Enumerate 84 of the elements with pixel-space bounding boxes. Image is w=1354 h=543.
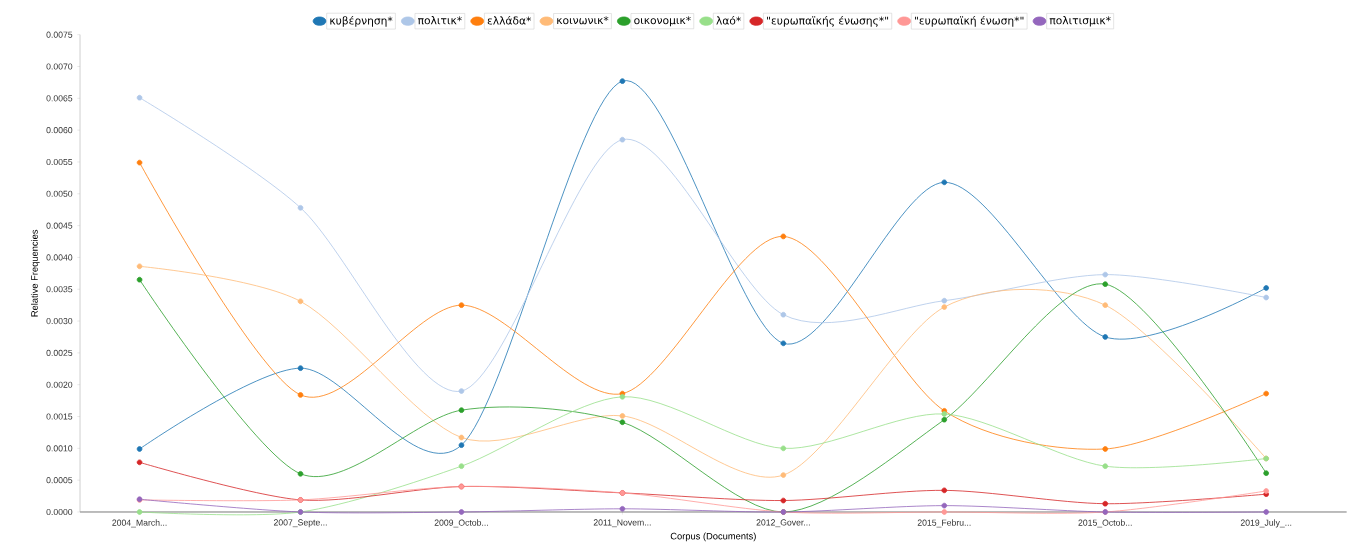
y-tick-label: 0.0005 <box>46 477 73 484</box>
y-tick-label: 0.0040 <box>46 254 73 261</box>
legend-label: πολιτικ* <box>418 16 462 25</box>
x-tick-label: 2012_Gover... <box>756 519 810 528</box>
y-tick-label: 0.0070 <box>46 63 73 70</box>
point <box>1102 281 1109 287</box>
y-tick-label: 0.0060 <box>46 127 73 134</box>
point <box>136 263 143 270</box>
point <box>297 392 304 398</box>
point <box>136 446 143 452</box>
legend-label: "ευρωπαϊκής ένωσης*" <box>767 15 889 27</box>
point <box>941 509 948 515</box>
point <box>1102 334 1109 340</box>
y-tick-label: 0.0055 <box>46 158 73 166</box>
point <box>941 502 948 509</box>
point <box>136 94 143 101</box>
point <box>1102 271 1109 278</box>
point <box>1102 463 1109 469</box>
x-tick-label: 2011_Novem... <box>593 519 651 528</box>
y-tick-label: 0.0075 <box>46 31 73 38</box>
point <box>1263 294 1269 301</box>
point <box>136 276 143 283</box>
y-tick-label: 0.0045 <box>46 222 73 229</box>
point <box>1263 470 1269 476</box>
point <box>297 298 304 305</box>
point <box>136 509 143 515</box>
point <box>458 509 465 515</box>
x-tick-label: 2015_Octob... <box>1078 519 1132 528</box>
point <box>780 445 787 452</box>
point <box>458 442 465 448</box>
point <box>1102 446 1109 452</box>
point <box>458 407 465 413</box>
point <box>780 497 787 504</box>
y-tick-label: 0.0015 <box>46 413 73 420</box>
legend-label: ελλάδα* <box>487 15 532 25</box>
point <box>1263 285 1269 291</box>
point <box>297 471 304 477</box>
y-axis-title: Relative Frequencies <box>30 229 40 317</box>
point <box>780 311 787 318</box>
x-axis-title: Corpus (Documents) <box>670 532 756 542</box>
legend-label: κυβέρνηση* <box>330 15 393 27</box>
point <box>1102 500 1109 507</box>
point <box>136 159 143 166</box>
x-tick-label: 2015_Febru... <box>917 519 971 528</box>
point <box>458 463 465 469</box>
point <box>1263 390 1269 397</box>
point <box>297 204 304 211</box>
point <box>941 304 948 310</box>
point <box>619 78 626 84</box>
y-tick-label: 0.0010 <box>46 445 73 452</box>
y-tick-label: 0.0020 <box>46 381 73 388</box>
x-tick-label: 2007_Septe... <box>273 519 327 528</box>
point <box>619 136 626 143</box>
legend-label: κοινωνικ* <box>557 16 609 25</box>
point <box>780 472 787 478</box>
y-tick-label: 0.0035 <box>46 286 73 293</box>
point <box>619 419 626 426</box>
x-tick-label: 2019_July_... <box>1240 519 1292 528</box>
point <box>941 297 948 304</box>
legend-label: λαό* <box>716 15 741 25</box>
point <box>780 233 787 240</box>
y-tick-label: 0.0050 <box>46 190 73 197</box>
point <box>458 302 465 308</box>
x-tick-label: 2004_March... <box>112 519 167 528</box>
point <box>1263 509 1269 515</box>
point <box>619 413 626 419</box>
y-tick-label: 0.0000 <box>46 508 73 516</box>
point <box>458 388 465 394</box>
point <box>780 340 787 347</box>
point <box>297 365 304 371</box>
y-tick-label: 0.0025 <box>46 349 73 356</box>
legend-label: πολιτισμικ* <box>1049 16 1111 27</box>
point <box>1102 302 1109 308</box>
point <box>619 506 626 512</box>
y-tick-label: 0.0065 <box>46 95 73 102</box>
y-tick-label: 0.0030 <box>46 318 73 325</box>
point <box>458 434 465 441</box>
x-tick-label: 2009_Octob... <box>434 519 488 528</box>
point <box>941 487 948 494</box>
point <box>941 179 948 186</box>
legend-label: "ευρωπαϊκή ένωση*" <box>914 15 1024 27</box>
point <box>941 416 948 423</box>
point <box>136 459 143 466</box>
legend-label: οικονομικ* <box>634 16 691 27</box>
